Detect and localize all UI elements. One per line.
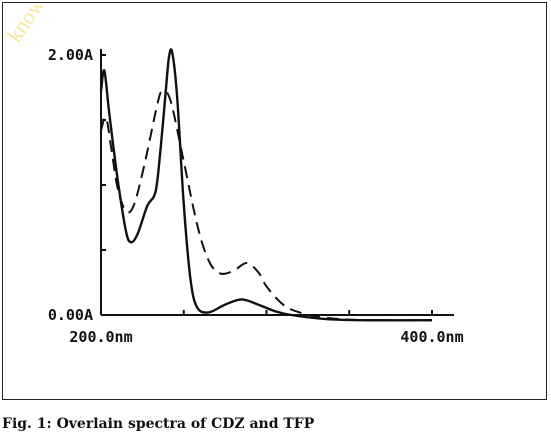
y-tick-label: 0.00A — [48, 306, 93, 324]
solid-spectrum-line — [99, 48, 433, 322]
figure-caption: Fig. 1: Overlain spectra of CDZ and TFP — [2, 416, 315, 432]
spectrum-plot: 0.00A 2.00A 200.0nm 400.0nm — [48, 46, 464, 346]
series-layer — [99, 48, 433, 322]
watermark: know — [5, 5, 75, 45]
x-tick-label: 400.0nm — [400, 328, 463, 346]
tick-labels: 0.00A 2.00A 200.0nm 400.0nm — [48, 46, 464, 346]
y-tick-label: 2.00A — [48, 46, 93, 64]
chart-frame: 0.00A 2.00A 200.0nm 400.0nm know — [2, 2, 547, 400]
dashed-spectrum-line — [100, 89, 433, 322]
axes — [100, 49, 454, 316]
x-tick-label: 200.0nm — [69, 328, 132, 346]
watermark-text: know — [5, 5, 50, 45]
